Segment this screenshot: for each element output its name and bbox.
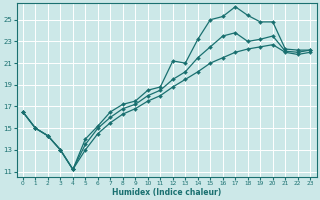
X-axis label: Humidex (Indice chaleur): Humidex (Indice chaleur) [112, 188, 221, 197]
